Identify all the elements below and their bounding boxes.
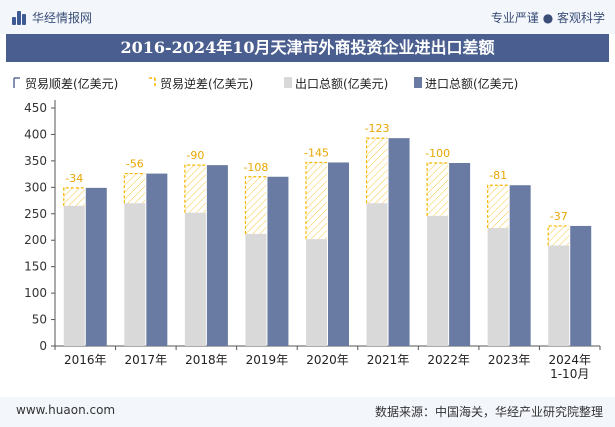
legend-label: 出口总额(亿美元) [295,76,388,91]
y-axis: 0 50 100 150 200 250 300 350 400 450 [24,100,601,353]
import-bar [328,162,349,346]
export-bar [245,233,267,346]
deficit-outline [365,137,388,204]
deficit-data-label: -108 [243,161,268,174]
deficit-data-label: -56 [126,158,144,171]
footer: www.huaon.com 数据来源：中国海关，华经产业研究院整理 [0,397,615,427]
y-tick-label: 350 [24,154,47,168]
import-bar [146,173,168,346]
x-axis: 2016年 2017年 2018年 2019年 2020年 2021年 2022年 2023年… [64,353,591,381]
export-bar [184,212,206,346]
y-tick-label: 250 [24,207,47,221]
brand-name: 华经情报网 [32,11,93,25]
legend-label: 贸易顺差(亿美元) [25,76,118,91]
y-tick-label: 100 [24,286,47,300]
brand-logo-icon [12,10,26,25]
y-tick-label: 200 [24,233,47,247]
import-bar [267,176,289,346]
footer-url: www.huaon.com [16,403,116,417]
x-tick-label: 2017年 [125,353,168,367]
export-bar [427,215,449,346]
bars: -34 -56 -90 -108 -145 -123 -100 -81 -37 [63,122,592,346]
deficit-outline [547,225,570,246]
deficit-outline [184,164,206,213]
chart-title: 2016-2024年10月天津市外商投资企业进出口差额 [6,34,609,62]
export-bar [487,228,509,346]
deficit-data-label: -37 [550,210,568,223]
deficit-hatch [306,162,327,240]
export-bar [366,203,388,346]
deficit-hatch [63,187,85,206]
tagline: 专业严谨 ● 客观科学 [490,11,605,25]
export-bar [548,245,570,346]
legend-label: 进口总额(亿美元) [425,76,518,91]
import-bar [449,163,471,346]
deficit-data-label: -81 [489,169,507,182]
x-tick-label: 2020年 [306,353,349,367]
footer-source: 数据来源：中国海关，华经产业研究院整理 [374,405,603,419]
y-tick-label: 300 [24,180,47,194]
x-tick-label: 2019年 [246,353,289,367]
x-tick-label: 2024年 [548,353,591,367]
x-tick-label: 2022年 [427,353,470,367]
x-tick-label: 2023年 [488,353,531,367]
deficit-hatch [245,176,267,234]
deficit-data-label: -145 [304,146,329,159]
deficit-hatch [366,138,388,204]
export-bar [63,205,85,346]
deficit-outline [426,162,449,216]
x-tick-label: 2016年 [64,353,107,367]
legend-export-key [284,77,292,88]
brand: 华经情报网 [12,9,92,26]
legend-surplus-key [13,77,20,88]
import-bar [570,225,592,346]
legend-label: 贸易逆差(亿美元) [160,76,253,91]
export-bar [306,239,327,346]
deficit-data-label: -34 [65,172,83,185]
y-tick-label: 450 [24,101,47,115]
x-tick-label: 1-10月 [550,367,589,381]
deficit-hatch [184,165,206,213]
deficit-outline [487,184,509,229]
legend-deficit-key [149,77,156,88]
import-bar [206,165,228,346]
deficit-hatch [124,173,146,204]
deficit-outline [305,161,327,240]
import-bar [85,187,107,346]
deficit-outline [244,176,267,234]
top-bar: 华经情报网 专业严谨 ● 客观科学 [0,0,615,34]
deficit-hatch [487,185,509,229]
deficit-data-label: -123 [365,122,390,135]
export-bar [124,203,146,346]
import-bar [388,138,410,346]
deficit-data-label: -90 [186,149,204,162]
x-tick-label: 2018年 [185,353,228,367]
deficit-outline [63,187,85,206]
y-tick-label: 400 [24,127,47,141]
legend: 贸易顺差(亿美元) 贸易逆差(亿美元) 出口总额(亿美元) 进口总额(亿美元) [13,76,518,91]
legend-import-key [414,77,422,88]
import-bar [509,185,531,346]
y-tick-label: 0 [39,339,47,353]
y-tick-label: 150 [24,260,47,274]
y-tick-label: 50 [32,313,47,327]
deficit-data-label: -100 [425,147,450,160]
deficit-hatch [548,225,570,246]
x-tick-label: 2021年 [367,353,410,367]
chart: 贸易顺差(亿美元) 贸易逆差(亿美元) 出口总额(亿美元) 进口总额(亿美元) 0 50… [13,76,601,381]
deficit-hatch [427,163,449,216]
